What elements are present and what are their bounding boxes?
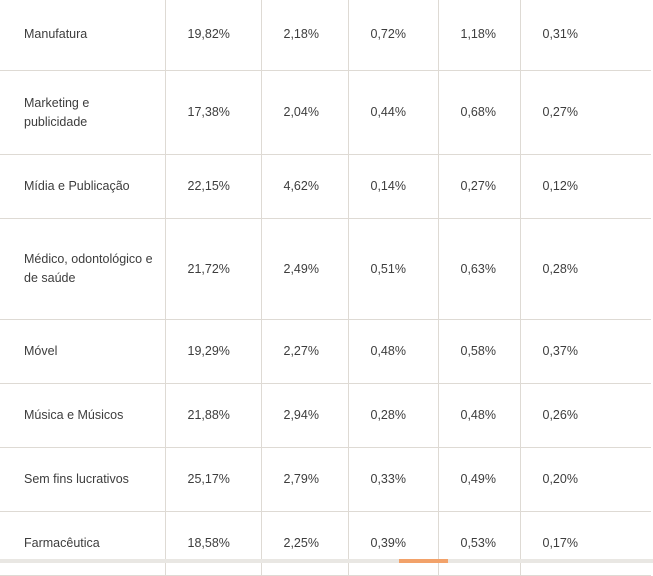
table-row: Mídia e Publicação 22,15% 4,62% 0,14% 0,… — [0, 154, 651, 219]
table-cell: 0,31% — [520, 0, 651, 71]
table-row: Marketing e publicidade 17,38% 2,04% 0,4… — [0, 70, 651, 155]
table-row: Médico, odontológico e de saúde 21,72% 2… — [0, 218, 651, 320]
table-cell: 21,88% — [165, 383, 262, 448]
table-cell: 0,51% — [348, 218, 439, 320]
horizontal-scrollbar[interactable] — [0, 559, 653, 563]
table-cell: 22,15% — [165, 154, 262, 219]
table-cell: 25,17% — [165, 447, 262, 512]
table-cell: 0,28% — [520, 218, 651, 320]
row-label: Sem fins lucrativos — [0, 447, 166, 512]
table-row: Farmacêutica 18,58% 2,25% 0,39% 0,53% 0,… — [0, 511, 651, 576]
table-cell: 0,68% — [438, 70, 521, 155]
table-cell: 19,82% — [165, 0, 262, 71]
table-cell: 0,27% — [438, 154, 521, 219]
table-cell: 2,27% — [261, 319, 349, 384]
table-cell: 0,44% — [348, 70, 439, 155]
table-cell: 2,79% — [261, 447, 349, 512]
table-cell: 2,49% — [261, 218, 349, 320]
table-cell: 0,72% — [348, 0, 439, 71]
table-row: Música e Músicos 21,88% 2,94% 0,28% 0,48… — [0, 383, 651, 448]
table-cell: 0,53% — [438, 511, 521, 576]
table-cell: 21,72% — [165, 218, 262, 320]
table-cell: 0,14% — [348, 154, 439, 219]
row-label: Móvel — [0, 319, 166, 384]
table-cell: 19,29% — [165, 319, 262, 384]
table-cell: 2,04% — [261, 70, 349, 155]
table-cell: 0,27% — [520, 70, 651, 155]
table-cell: 0,37% — [520, 319, 651, 384]
row-label: Médico, odontológico e de saúde — [0, 218, 166, 320]
table-cell: 0,26% — [520, 383, 651, 448]
table-cell: 0,39% — [348, 511, 439, 576]
row-label: Música e Músicos — [0, 383, 166, 448]
row-label: Manufatura — [0, 0, 166, 71]
table-cell: 0,48% — [438, 383, 521, 448]
row-label: Marketing e publicidade — [0, 70, 166, 155]
table-cell: 2,18% — [261, 0, 349, 71]
table-cell: 0,58% — [438, 319, 521, 384]
scrollbar-thumb[interactable] — [399, 559, 448, 563]
table-cell: 0,33% — [348, 447, 439, 512]
table-cell: 0,28% — [348, 383, 439, 448]
table-row: Sem fins lucrativos 25,17% 2,79% 0,33% 0… — [0, 447, 651, 512]
table-row: Móvel 19,29% 2,27% 0,48% 0,58% 0,37% — [0, 319, 651, 384]
table-cell: 0,63% — [438, 218, 521, 320]
table-cell: 0,12% — [520, 154, 651, 219]
table-cell: 1,18% — [438, 0, 521, 71]
table-cell: 0,17% — [520, 511, 651, 576]
table-cell: 0,49% — [438, 447, 521, 512]
table-cell: 17,38% — [165, 70, 262, 155]
table-cell: 2,94% — [261, 383, 349, 448]
table-cell: 2,25% — [261, 511, 349, 576]
row-label: Farmacêutica — [0, 511, 166, 576]
table-cell: 0,20% — [520, 447, 651, 512]
table-cell: 0,48% — [348, 319, 439, 384]
row-label: Mídia e Publicação — [0, 154, 166, 219]
table-cell: 18,58% — [165, 511, 262, 576]
table-cell: 4,62% — [261, 154, 349, 219]
table-row: Manufatura 19,82% 2,18% 0,72% 1,18% 0,31… — [0, 0, 651, 71]
